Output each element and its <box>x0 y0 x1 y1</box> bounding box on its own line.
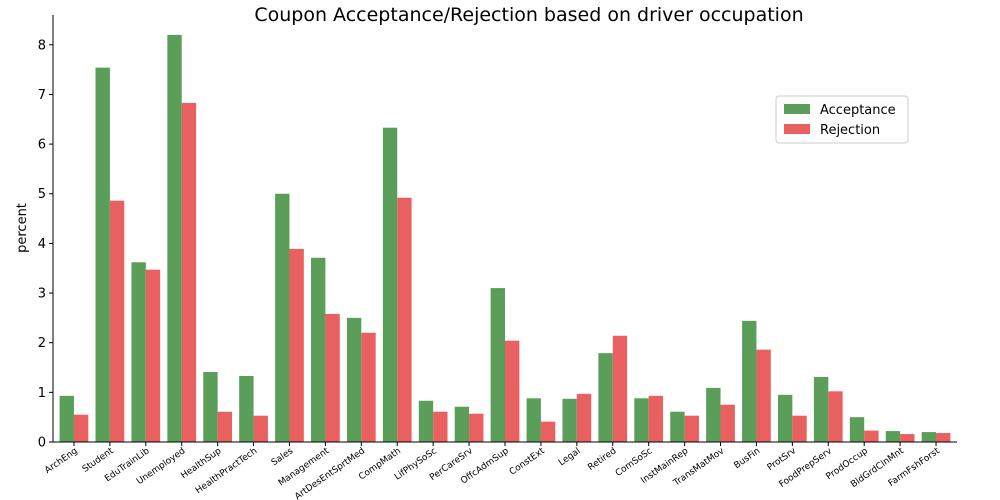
x-tick-label: ArchEng <box>43 446 79 476</box>
legend-swatch-rejection <box>784 124 810 134</box>
bar-rejection <box>540 421 556 442</box>
legend-label-acceptance: Acceptance <box>820 103 896 118</box>
bar-acceptance <box>203 371 218 442</box>
bar-rejection <box>864 430 879 442</box>
bar-rejection <box>576 393 592 442</box>
x-tick-label: Retired <box>586 446 618 473</box>
x-tick-label: ProtSrv <box>766 446 799 473</box>
x-tick-label: ConstExt <box>508 446 547 478</box>
bar-rejection <box>397 197 412 442</box>
bar-rejection <box>469 413 484 442</box>
bar-acceptance <box>418 400 434 442</box>
y-tick-label: 3 <box>38 287 46 302</box>
bar-acceptance <box>526 398 541 442</box>
y-tick-label: 1 <box>38 386 46 401</box>
bar-acceptance <box>346 317 362 442</box>
bar-rejection <box>325 313 340 442</box>
bar-rejection <box>217 411 233 442</box>
legend: Acceptance Rejection <box>775 95 909 144</box>
y-tick-label: 4 <box>38 237 46 252</box>
bar-rejection <box>720 404 735 442</box>
y-tick-label: 2 <box>38 336 46 351</box>
bar-acceptance <box>59 395 74 442</box>
bar-rejection <box>828 391 843 442</box>
x-tick-label: Sales <box>270 446 296 468</box>
bar-rejection <box>612 335 628 442</box>
y-tick-label: 0 <box>38 436 46 451</box>
chart-title: Coupon Acceptance/Rejection based on dri… <box>254 4 803 26</box>
bar-acceptance <box>777 394 793 442</box>
bar-acceptance <box>167 34 182 442</box>
bar-rejection <box>900 434 915 442</box>
y-tick-label: 6 <box>38 138 46 153</box>
legend-label-rejection: Rejection <box>820 123 880 138</box>
bar-rejection <box>73 414 89 442</box>
bar-acceptance <box>131 262 146 442</box>
bar-rejection <box>756 349 771 442</box>
bar-acceptance <box>275 193 290 442</box>
bar-acceptance <box>382 127 398 443</box>
bar-acceptance <box>670 411 685 442</box>
bar-rejection <box>792 415 807 442</box>
bar-acceptance <box>95 67 110 442</box>
y-tick-label: 8 <box>38 38 46 53</box>
y-tick-label: 7 <box>38 88 46 103</box>
bar-acceptance <box>921 432 937 442</box>
bar-rejection <box>181 102 197 442</box>
x-tick-label: Legal <box>557 446 582 468</box>
bar-acceptance <box>634 398 649 442</box>
bar-rejection <box>433 411 448 442</box>
bar-rejection <box>289 248 304 442</box>
bar-rejection <box>936 433 951 442</box>
bar-acceptance <box>742 320 757 442</box>
bar-acceptance <box>490 288 505 442</box>
legend-swatch-acceptance <box>784 104 810 114</box>
bar-rejection <box>361 332 376 442</box>
bar-acceptance <box>598 353 613 442</box>
x-tick-label: HealthPractTech <box>194 446 259 496</box>
bar-rejection <box>505 340 520 442</box>
bar-acceptance <box>239 375 254 442</box>
y-tick-label: 5 <box>38 187 46 202</box>
bar-acceptance <box>813 376 829 442</box>
x-tick-label: BusFin <box>732 446 762 471</box>
bar-acceptance <box>311 257 326 442</box>
bar-acceptance <box>562 398 577 442</box>
bar-rejection <box>145 269 161 442</box>
bar-acceptance <box>885 431 901 442</box>
bar-rejection <box>109 200 125 442</box>
bar-acceptance <box>454 406 470 442</box>
y-axis-label: percent <box>15 203 30 253</box>
bar-acceptance <box>706 387 721 442</box>
bar-rejection <box>648 395 664 442</box>
bar-rejection <box>253 415 268 442</box>
bar-rejection <box>684 415 699 442</box>
bar-acceptance <box>849 417 865 442</box>
